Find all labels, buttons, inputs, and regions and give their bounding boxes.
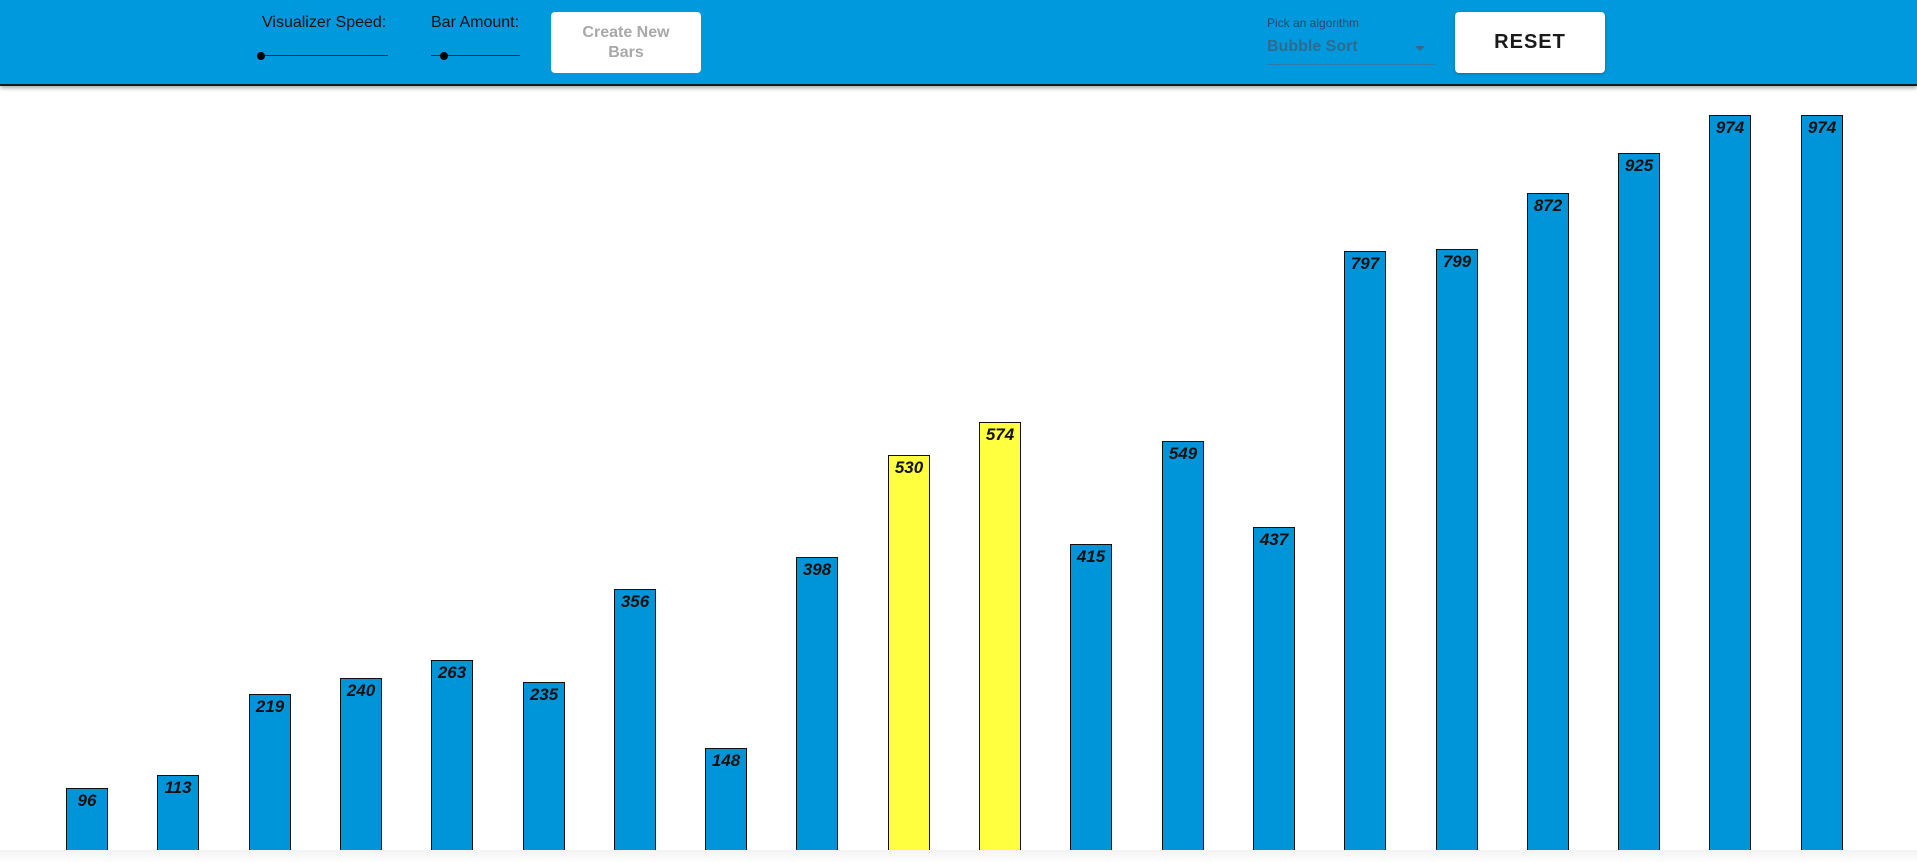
speed-label: Visualizer Speed: — [262, 14, 387, 31]
bar-value-label: 398 — [802, 560, 832, 579]
bar-amount-slider-track — [431, 55, 520, 56]
bar-value-label: 96 — [77, 791, 97, 810]
bar — [1527, 193, 1569, 862]
bar-value-label: 530 — [894, 458, 924, 477]
bar-value-label: 549 — [1168, 444, 1198, 463]
bar-amount-slider[interactable] — [431, 50, 520, 62]
bar — [66, 788, 108, 862]
bar-value-label: 415 — [1076, 547, 1106, 566]
bar-value-label: 925 — [1624, 156, 1654, 175]
bar — [1253, 527, 1295, 862]
bar-amount-slider-thumb[interactable] — [440, 52, 449, 60]
bar-amount-label: Bar Amount: — [431, 14, 520, 31]
bar — [1709, 115, 1751, 862]
bar-value-label: 799 — [1442, 252, 1472, 271]
bar-value-label: 263 — [437, 663, 467, 682]
algorithm-select[interactable]: Pick an algorithm Bubble Sort — [1267, 16, 1435, 66]
bar-value-label: 219 — [255, 697, 285, 716]
speed-slider-track — [261, 55, 388, 56]
create-new-bars-button[interactable]: Create New Bars — [551, 12, 701, 73]
dropdown-arrow-icon[interactable] — [1415, 46, 1425, 51]
bar-value-label: 797 — [1350, 254, 1380, 273]
bar — [249, 694, 291, 862]
bar-value-label: 974 — [1715, 118, 1745, 137]
speed-slider-thumb[interactable] — [257, 52, 265, 60]
algorithm-select-value[interactable]: Bubble Sort — [1267, 38, 1358, 55]
top-toolbar: Visualizer Speed: Bar Amount: Create New… — [0, 0, 1917, 86]
reset-button[interactable]: RESET — [1455, 12, 1605, 73]
bar-value-label: 235 — [529, 685, 559, 704]
chart-floor — [0, 850, 1917, 862]
bar-value-label: 356 — [620, 592, 650, 611]
bar — [431, 660, 473, 862]
bar-value-label: 574 — [985, 425, 1015, 444]
bar — [705, 748, 747, 862]
bar-value-label: 148 — [711, 751, 741, 770]
bar — [614, 589, 656, 862]
bar-value-label: 872 — [1533, 196, 1563, 215]
bar-value-label: 113 — [164, 778, 192, 797]
bar-value-label: 437 — [1259, 530, 1289, 549]
bar-comparing — [979, 422, 1021, 862]
bar — [340, 678, 382, 862]
bar — [1344, 251, 1386, 862]
algorithm-select-label: Pick an algorithm — [1267, 16, 1360, 30]
algorithm-select-underline — [1267, 64, 1435, 65]
bar — [1436, 249, 1478, 862]
bar — [1070, 544, 1112, 862]
bar-value-label: 240 — [346, 681, 376, 700]
bar — [157, 775, 199, 862]
bar-value-label: 974 — [1807, 118, 1837, 137]
bar-comparing — [888, 455, 930, 862]
speed-slider[interactable] — [257, 50, 388, 62]
bar — [1618, 153, 1660, 862]
bar — [1801, 115, 1843, 862]
bar — [1162, 441, 1204, 862]
bar — [523, 682, 565, 862]
bar — [796, 557, 838, 862]
